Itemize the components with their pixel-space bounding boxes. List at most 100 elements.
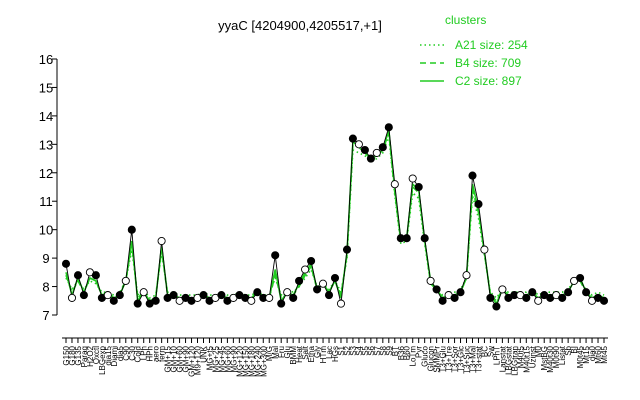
data-point (324, 291, 334, 300)
x-tick-label: MG+180 (247, 345, 256, 376)
x-tick-label: G135 (74, 345, 83, 365)
data-point (307, 256, 316, 266)
x-tick-label: Glucon (427, 346, 436, 371)
y-tick-label: 13 (39, 137, 53, 152)
x-tick-label: M0t45 (576, 345, 585, 368)
data-point (492, 302, 501, 311)
x-tick-label: MG+25 (211, 345, 220, 372)
legend-entry-c2: C2 size: 897 (420, 74, 522, 88)
data-point (528, 288, 537, 297)
data-point (313, 285, 322, 294)
x-tick-label: Listat (558, 345, 567, 365)
x-tick-label: MG+240 (253, 345, 262, 376)
data-point (390, 180, 399, 189)
data-point (576, 273, 585, 283)
series-line-a21 (65, 135, 605, 300)
x-tick-label: M40t30 (546, 345, 555, 372)
x-tick-label: dia0 (588, 345, 597, 361)
x-tick-label: S7 (373, 345, 382, 355)
data-point (277, 299, 286, 308)
x-tick-label: T3+Glu (439, 346, 448, 372)
x-tick-label: Etha (307, 345, 316, 362)
x-tick-label: MG+45 (217, 345, 226, 372)
x-tick-label: BI (570, 346, 579, 354)
data-point (420, 234, 429, 243)
x-tick-label: T3+Tre (445, 345, 454, 371)
x-tick-label: GM+60 (176, 345, 185, 372)
data-point (336, 299, 346, 308)
data-point (330, 273, 340, 283)
x-tick-label: Heat (295, 345, 304, 363)
data-point (109, 296, 118, 305)
x-tick-label: BMM (289, 346, 298, 365)
data-point (283, 288, 292, 297)
x-tick-label: Oxctl (92, 346, 101, 364)
data-point (402, 234, 411, 243)
data-point (73, 271, 83, 280)
data-point (522, 293, 531, 302)
x-tick-label: MstBG (540, 346, 549, 370)
data-point (169, 291, 178, 300)
data-point (133, 299, 142, 308)
data-point (498, 285, 507, 294)
x-tick-label: MG+150 (241, 345, 250, 376)
y-tick-label: 11 (39, 194, 53, 209)
y-tick-label: 12 (39, 166, 53, 181)
x-tick-label: LoTm (409, 346, 418, 367)
x-tick-label: HTm (319, 346, 328, 364)
y-tick-label: 9 (42, 251, 49, 266)
x-tick-label: GM+90 (182, 345, 191, 372)
data-point (295, 276, 304, 285)
y-tick-label: 8 (42, 280, 49, 295)
data-point (265, 293, 274, 302)
data-point (378, 143, 387, 152)
y-axis: 7 8 9 10 11 12 13 14 15 16 (39, 52, 57, 323)
data-point (79, 291, 88, 300)
x-tick-label: MG+300 (259, 345, 268, 376)
x-tick-label: T3+Suc (463, 346, 472, 374)
x-tick-label: LBGtran (510, 346, 519, 376)
data-point (462, 271, 471, 280)
legend-entry-b4: B4 size: 709 (420, 56, 521, 70)
x-tick-label: M/G (265, 346, 274, 361)
chart-title: yyaC [4204900,4205517,+1] (218, 18, 382, 33)
x-tick-label: HGs (331, 346, 340, 362)
data-point (271, 251, 280, 260)
x-tick-label: ferm (158, 346, 167, 362)
x-tick-label: Mt15 (582, 345, 591, 363)
x-tick-label: LBGexp (98, 345, 107, 374)
x-tick-label: C90 (122, 345, 131, 360)
data-point (157, 236, 166, 246)
x-tick-label: UNK (199, 345, 208, 363)
data-point (342, 245, 352, 254)
x-tick-label: aero (152, 345, 161, 362)
x-tick-label: S5 (361, 345, 370, 355)
x-tick-label: M9+120 (194, 345, 203, 375)
data-point (139, 288, 148, 297)
x-tick-label: Uzinst (528, 345, 537, 368)
x-tick-label: MG+t5 (205, 345, 214, 370)
data-point (468, 171, 477, 180)
x-tick-label: GM+15 (164, 345, 173, 372)
data-point (426, 276, 435, 285)
x-tick-label: C30 (128, 345, 137, 360)
data-point (301, 265, 310, 274)
x-tick-label: M40t5 (516, 345, 525, 368)
data-point (432, 285, 441, 294)
x-tick-label: HPh (146, 346, 155, 362)
x-tick-label: Mt60 (594, 345, 603, 363)
x-tick-label: MG+90 (229, 345, 238, 372)
x-tick-label: S4 (355, 345, 364, 355)
data-point (414, 182, 423, 192)
data-point (289, 293, 298, 302)
x-tick-label: SMMPr (433, 346, 442, 373)
legend-label-b4: B4 size: 709 (455, 56, 521, 70)
x-tick-label: GM+10 (170, 345, 179, 372)
points-layer (61, 123, 609, 311)
x-tick-label: S8 (379, 345, 388, 355)
data-point (91, 271, 100, 280)
data-point (253, 288, 262, 297)
data-point (480, 245, 489, 254)
data-point (121, 276, 130, 285)
x-tick-label: Cold (134, 346, 143, 362)
